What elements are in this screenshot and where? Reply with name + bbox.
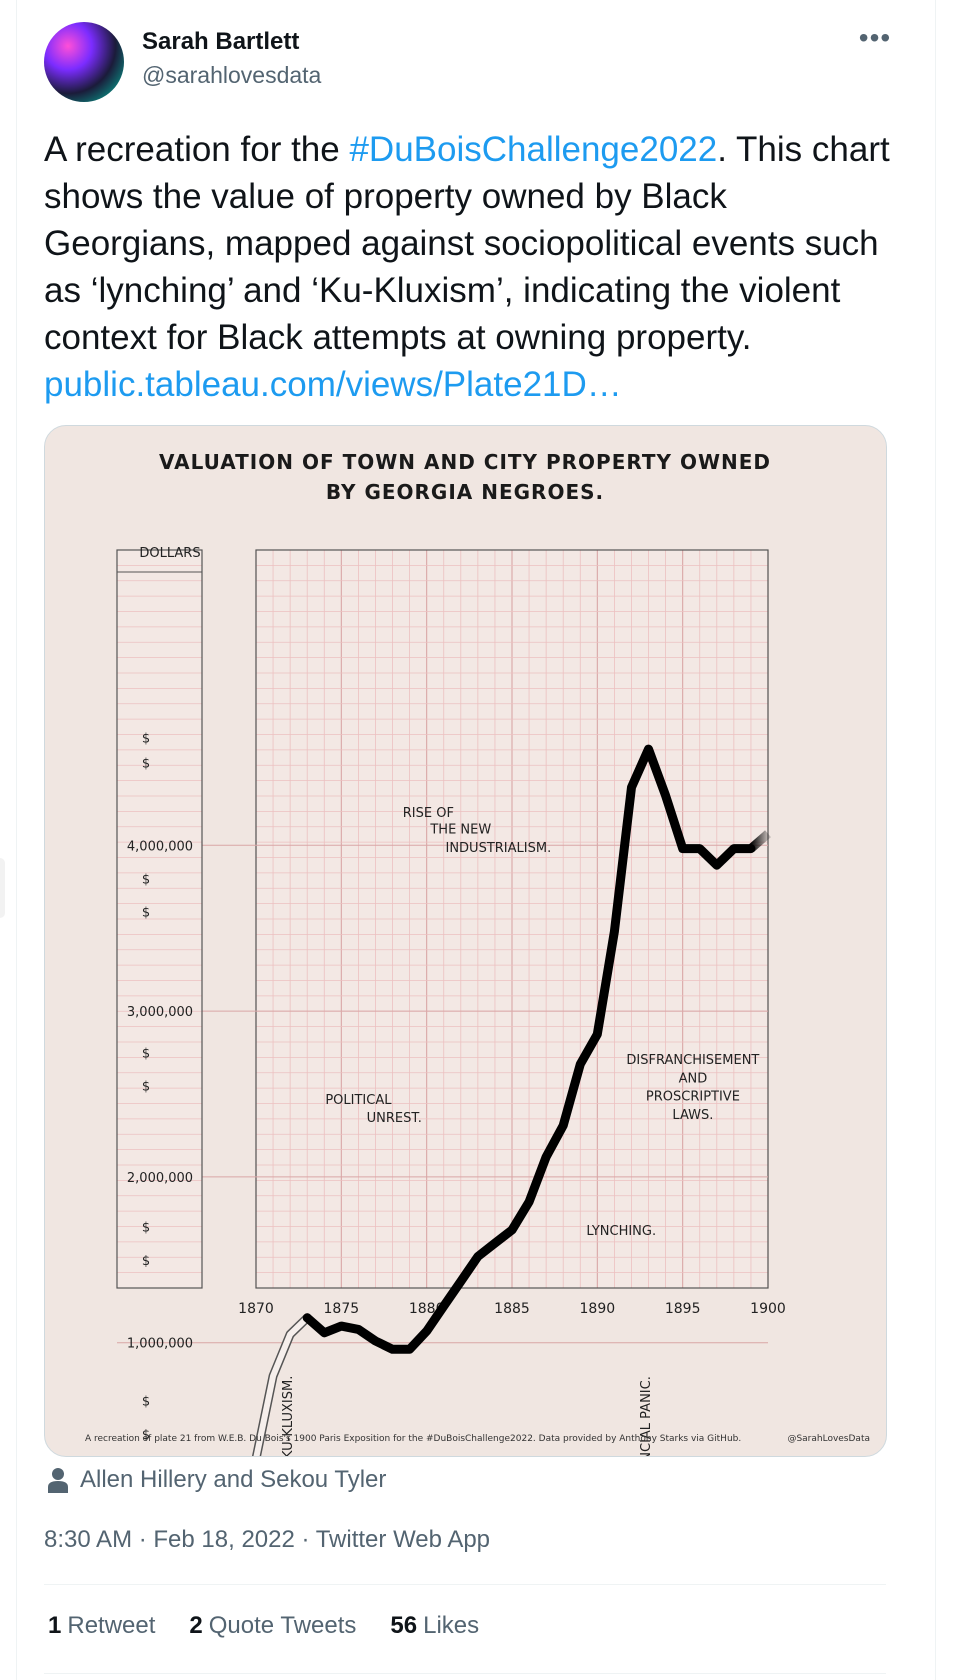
tweet-text: A recreation for the #DuBoisChallenge202… [44, 126, 904, 408]
dollar-mark: $ [142, 1080, 150, 1095]
dollar-mark: $ [142, 732, 150, 747]
retweets-label: Retweet [67, 1612, 156, 1639]
likes-label: Likes [423, 1612, 480, 1639]
valuation-line-end [747, 830, 771, 852]
dollars-panel-border [116, 549, 203, 1289]
chart-annotation: LYNCHING. [586, 1224, 656, 1239]
y-tick-label: 1,000,000 [127, 1337, 193, 1352]
y-tick-label: 3,000,000 [127, 1005, 193, 1020]
y-tick-label: 4,000,000 [127, 839, 193, 854]
more-options-icon[interactable]: ••• [858, 22, 892, 53]
y-tick-label: 2,000,000 [127, 1171, 193, 1186]
chart-annotation: LAWS. [672, 1108, 713, 1123]
tableau-link[interactable]: public.tableau.com/views/Plate21D… [44, 365, 622, 404]
chart-annotation: POLITICAL [325, 1093, 392, 1108]
tweet-frame [16, 0, 936, 1680]
scroll-edge-marker [0, 858, 5, 918]
dollar-mark: $ [142, 756, 150, 771]
person-icon [48, 1468, 68, 1493]
quote-tweets-stat[interactable]: 2 Quote Tweets [189, 1612, 356, 1640]
x-tick-labels: 1870 1875 1880 1885 1890 1895 1900 [238, 1301, 786, 1317]
chart-title-line2: BY GEORGIA NEGROES. [326, 480, 604, 504]
x-tick-label: 1885 [494, 1301, 530, 1317]
quotes-label: Quote Tweets [208, 1612, 357, 1639]
tweet-text-after: . This chart shows the value of property… [44, 130, 890, 357]
engagement-stats: 1 Retweet 2 Quote Tweets 56 Likes [48, 1612, 479, 1640]
chart-svg: VALUATION OF TOWN AND CITY PROPERTY OWNE… [85, 450, 870, 1456]
chart-annotations: RISE OF THE NEW INDUSTRIALISM. POLITICAL UNR… [281, 806, 760, 1456]
avatar[interactable] [44, 22, 124, 102]
chart-image-card[interactable]: VALUATION OF TOWN AND CITY PROPERTY OWNE… [44, 425, 887, 1457]
dollar-mark: $ [142, 1395, 150, 1410]
divider-bottom [44, 1673, 886, 1674]
chart-footer-credit: A recreation of plate 21 from W.E.B. Du … [85, 1434, 741, 1444]
dollar-mark: $ [142, 1254, 150, 1269]
x-tick-label: 1895 [665, 1301, 701, 1317]
author-name[interactable]: Sarah Bartlett [142, 28, 300, 55]
chart-annotation: THE NEW [429, 823, 491, 838]
x-tick-label: 1890 [580, 1301, 616, 1317]
chart-annotation: RISE OF [403, 806, 454, 821]
y-tick-labels: 4,000,000 3,000,000 2,000,000 1,000,000 [127, 839, 193, 1351]
valuation-line-early-fill [253, 1314, 311, 1456]
vertical-annotation: FINANCIAL PANIC. [639, 1376, 654, 1456]
dollar-mark: $ [142, 1221, 150, 1236]
x-tick-label: 1870 [238, 1301, 274, 1317]
dollar-marks: $ $ $ $ $ $ $ $ $ $ [142, 732, 150, 1443]
dollars-panel [116, 549, 203, 1289]
valuation-line [251, 744, 771, 1456]
hashtag-link[interactable]: #DuBoisChallenge2022 [349, 130, 718, 169]
author-handle[interactable]: @sarahlovesdata [142, 62, 322, 88]
chart-annotation: AND [679, 1071, 708, 1086]
retweets-stat[interactable]: 1 Retweet [48, 1612, 155, 1640]
chart-annotation: INDUSTRIALISM. [445, 841, 551, 856]
tagged-users-label: Allen Hillery and Sekou Tyler [80, 1466, 387, 1493]
chart-title-line1: VALUATION OF TOWN AND CITY PROPERTY OWNE… [159, 450, 771, 474]
quotes-count: 2 [189, 1612, 203, 1639]
tweet-timestamp[interactable]: 8:30 AM · Feb 18, 2022 · Twitter Web App [44, 1526, 491, 1553]
dollar-mark: $ [142, 872, 150, 887]
divider-top [44, 1584, 886, 1585]
retweets-count: 1 [48, 1612, 62, 1639]
dollar-mark: $ [142, 906, 150, 921]
chart-annotation: DISFRANCHISEMENT [626, 1053, 759, 1068]
tweet-text-before: A recreation for the [44, 130, 350, 169]
vertical-annotation: KU-KLUXISM. [281, 1376, 296, 1456]
valuation-line-main [302, 744, 756, 1354]
dollar-mark: $ [142, 1047, 150, 1062]
likes-count: 56 [390, 1612, 418, 1639]
likes-stat[interactable]: 56 Likes [390, 1612, 479, 1640]
y-axis-label: DOLLARS [139, 546, 200, 561]
x-tick-label: 1875 [324, 1301, 360, 1317]
dollar-mark: $ [142, 1428, 150, 1443]
tagged-users[interactable]: Allen Hillery and Sekou Tyler [48, 1466, 386, 1494]
chart-grid [117, 549, 769, 1344]
x-tick-label: 1900 [750, 1301, 786, 1317]
plot-border [255, 549, 769, 1289]
chart-annotation: PROSCRIPTIVE [646, 1090, 740, 1105]
chart-annotation: UNREST. [367, 1111, 422, 1126]
chart-footer-handle: @SarahLovesData [787, 1434, 870, 1444]
